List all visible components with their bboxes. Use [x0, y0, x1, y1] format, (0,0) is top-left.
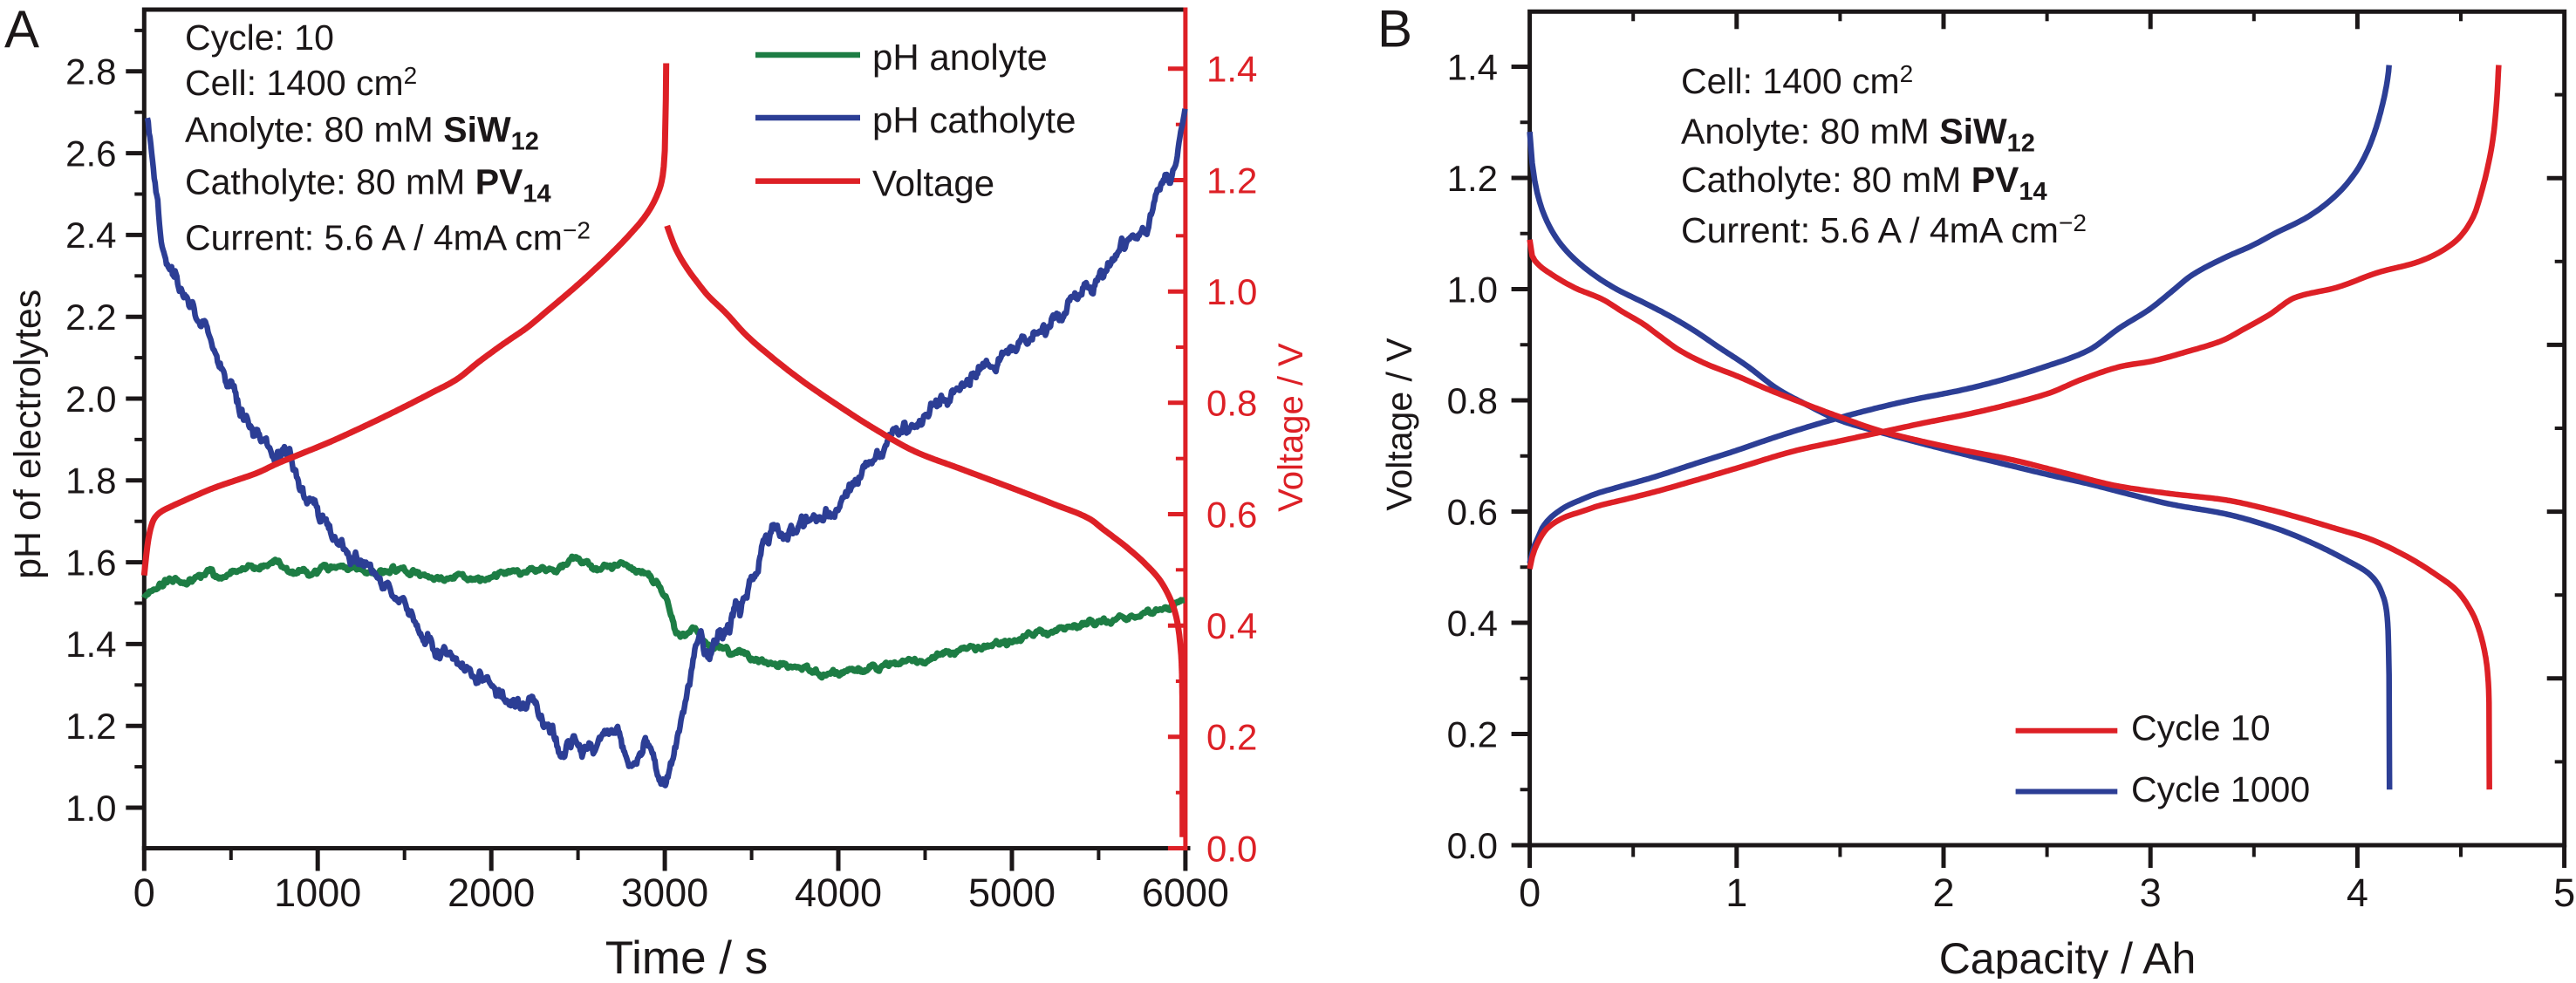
- svg-text:B: B: [1377, 0, 1412, 58]
- svg-text:Time / s: Time / s: [605, 932, 768, 979]
- svg-text:Catholyte: 80 mM PV14: Catholyte: 80 mM PV14: [1681, 160, 2047, 206]
- svg-text:5000: 5000: [968, 870, 1056, 915]
- svg-text:Catholyte: 80 mM PV14: Catholyte: 80 mM PV14: [185, 161, 551, 208]
- svg-text:3: 3: [2140, 870, 2162, 915]
- svg-text:0.6: 0.6: [1447, 491, 1498, 532]
- svg-text:Voltage: Voltage: [872, 163, 994, 204]
- svg-text:2000: 2000: [448, 870, 535, 915]
- svg-text:0.2: 0.2: [1447, 713, 1498, 754]
- svg-text:1.0: 1.0: [1447, 269, 1498, 310]
- svg-text:1.6: 1.6: [65, 542, 116, 583]
- svg-text:A: A: [4, 0, 39, 58]
- svg-text:1.0: 1.0: [1206, 271, 1257, 312]
- svg-text:5: 5: [2553, 870, 2575, 915]
- svg-text:Cycle 1000: Cycle 1000: [2131, 769, 2310, 809]
- svg-text:1.2: 1.2: [1206, 160, 1257, 201]
- svg-text:0.4: 0.4: [1447, 603, 1498, 644]
- svg-text:2: 2: [1932, 870, 1954, 915]
- svg-text:3000: 3000: [621, 870, 708, 915]
- svg-text:0.4: 0.4: [1206, 605, 1257, 646]
- svg-text:2.4: 2.4: [65, 215, 116, 256]
- svg-text:pH catholyte: pH catholyte: [872, 99, 1076, 140]
- svg-text:pH of electrolytes: pH of electrolytes: [7, 290, 49, 579]
- svg-text:0.2: 0.2: [1206, 717, 1257, 758]
- svg-text:1.2: 1.2: [65, 706, 116, 747]
- svg-text:4: 4: [2347, 870, 2368, 915]
- svg-text:Anolyte: 80 mM SiW12: Anolyte: 80 mM SiW12: [1681, 112, 2035, 158]
- svg-text:Capacity / Ah: Capacity / Ah: [1939, 934, 2197, 979]
- svg-text:2.2: 2.2: [65, 297, 116, 338]
- svg-text:1.4: 1.4: [65, 624, 116, 665]
- svg-text:1000: 1000: [274, 870, 361, 915]
- svg-text:0.6: 0.6: [1206, 494, 1257, 535]
- svg-text:2.8: 2.8: [65, 51, 116, 92]
- svg-text:Cycle: 10: Cycle: 10: [185, 17, 334, 58]
- svg-text:4000: 4000: [795, 870, 882, 915]
- svg-text:Voltage / V: Voltage / V: [1379, 338, 1419, 511]
- svg-text:0: 0: [1519, 870, 1541, 915]
- svg-text:0: 0: [133, 870, 155, 915]
- svg-text:1.8: 1.8: [65, 461, 116, 502]
- svg-text:0.8: 0.8: [1447, 380, 1498, 421]
- svg-text:1.0: 1.0: [65, 788, 116, 829]
- svg-text:Cell: 1400 cm2: Cell: 1400 cm2: [1681, 60, 1913, 101]
- svg-text:pH anolyte: pH anolyte: [872, 37, 1048, 78]
- svg-text:Cycle 10: Cycle 10: [2131, 708, 2271, 748]
- svg-text:2.0: 2.0: [65, 379, 116, 420]
- svg-text:Cell: 1400 cm2: Cell: 1400 cm2: [185, 62, 417, 103]
- svg-text:1: 1: [1725, 870, 1747, 915]
- svg-text:1.4: 1.4: [1206, 49, 1257, 90]
- svg-text:0.0: 0.0: [1206, 828, 1257, 869]
- svg-text:2.6: 2.6: [65, 133, 116, 174]
- svg-text:1.2: 1.2: [1447, 158, 1498, 199]
- svg-text:0.0: 0.0: [1447, 825, 1498, 866]
- svg-text:6000: 6000: [1142, 870, 1229, 915]
- svg-text:Voltage / V: Voltage / V: [1272, 343, 1310, 512]
- svg-text:Current: 5.6 A / 4mA cm−2: Current: 5.6 A / 4mA cm−2: [185, 217, 591, 258]
- svg-text:1.4: 1.4: [1447, 46, 1498, 87]
- svg-text:0.8: 0.8: [1206, 383, 1257, 424]
- svg-text:Anolyte: 80 mM SiW12: Anolyte: 80 mM SiW12: [185, 110, 539, 156]
- svg-text:Current: 5.6 A / 4mA cm−2: Current: 5.6 A / 4mA cm−2: [1681, 209, 2087, 250]
